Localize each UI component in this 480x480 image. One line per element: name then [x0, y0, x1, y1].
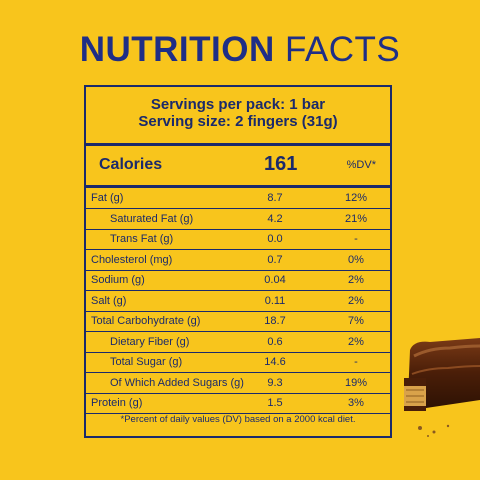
nutrient-dv: 0% — [348, 253, 364, 266]
nutrient-dv: 2% — [348, 335, 364, 348]
nutrient-label: Total Sugar (g) — [110, 356, 183, 368]
nutrient-row: Fat (g) 8.7 12% — [86, 188, 390, 209]
nutrient-amount: 14.6 — [264, 356, 286, 368]
nutrient-label: Total Carbohydrate (g) — [91, 315, 201, 327]
nutrient-row: Salt (g) 0.11 2% — [86, 291, 390, 312]
separator-thick — [86, 143, 390, 146]
nutrient-dv: - — [354, 356, 358, 368]
nutrient-label: Sodium (g) — [91, 274, 145, 286]
nutrient-amount: 0.0 — [267, 233, 283, 245]
nutrient-dv: 2% — [348, 294, 364, 307]
nutrient-dv: 21% — [344, 212, 368, 225]
nutrient-amount: 0.7 — [267, 253, 283, 266]
nutrient-amount: 0.04 — [264, 274, 286, 286]
nutrient-amount: 0.6 — [267, 335, 283, 348]
title-light: FACTS — [284, 30, 401, 69]
nutrient-row: Protein (g) 1.5 3% — [86, 393, 390, 414]
footnote: *Percent of daily values (DV) based on a… — [120, 414, 356, 425]
nutrient-dv: 2% — [348, 274, 364, 286]
nutrient-row: Cholesterol (mg) 0.7 0% — [86, 250, 390, 271]
nutrient-label: Trans Fat (g) — [110, 233, 174, 245]
serving-size: Serving size: 2 fingers (31g) — [138, 113, 338, 130]
nutrient-dv: 3% — [348, 397, 364, 409]
title-bold: NUTRITION — [79, 30, 275, 69]
calories-label: Calories — [99, 156, 163, 173]
nutrient-dv: 12% — [344, 192, 368, 204]
nutrient-dv: 7% — [348, 315, 364, 327]
page-title: NUTRITION FACTS — [0, 30, 480, 70]
nutrient-label: Dietary Fiber (g) — [110, 335, 190, 348]
calories-row: Calories 161 %DV* — [86, 147, 390, 185]
nutrient-amount: 9.3 — [267, 376, 283, 389]
nutrient-row: Dietary Fiber (g) 0.6 2% — [86, 332, 390, 353]
nutrient-label: Of Which Added Sugars (g) — [110, 376, 244, 389]
nutrient-amount: 1.5 — [267, 397, 283, 409]
nutrient-row: Trans Fat (g) 0.0 - — [86, 229, 390, 250]
dv-header: %DV* — [346, 159, 376, 171]
nutrient-dv: - — [354, 233, 358, 245]
calories-value: 161 — [264, 153, 298, 175]
nutrient-row: Saturated Fat (g) 4.2 21% — [86, 209, 390, 230]
nutrient-row: Total Carbohydrate (g) 18.7 7% — [86, 311, 390, 332]
nutrient-amount: 18.7 — [264, 315, 286, 327]
nutrient-row: Sodium (g) 0.04 2% — [86, 270, 390, 291]
nutrient-label: Salt (g) — [91, 294, 127, 307]
nutrient-label: Cholesterol (mg) — [91, 253, 173, 266]
nutrient-amount: 0.11 — [264, 294, 286, 307]
servings-per-pack: Servings per pack: 1 bar — [150, 96, 326, 113]
nutrient-amount: 4.2 — [267, 212, 283, 225]
nutrition-panel: Servings per pack: 1 bar Serving size: 2… — [84, 85, 392, 438]
chocolate-bar-image — [404, 338, 480, 437]
nutrient-label: Protein (g) — [91, 397, 143, 409]
nutrient-amount: 8.7 — [267, 192, 283, 204]
nutrient-row: Of Which Added Sugars (g) 9.3 19% — [86, 373, 390, 394]
nutrient-label: Saturated Fat (g) — [110, 212, 194, 225]
nutrient-row: Total Sugar (g) 14.6 - — [86, 352, 390, 373]
nutrient-label: Fat (g) — [91, 192, 124, 204]
nutrient-dv: 19% — [344, 376, 368, 389]
serving-info: Servings per pack: 1 bar Serving size: 2… — [86, 87, 390, 143]
separator-thick-2 — [86, 185, 390, 188]
